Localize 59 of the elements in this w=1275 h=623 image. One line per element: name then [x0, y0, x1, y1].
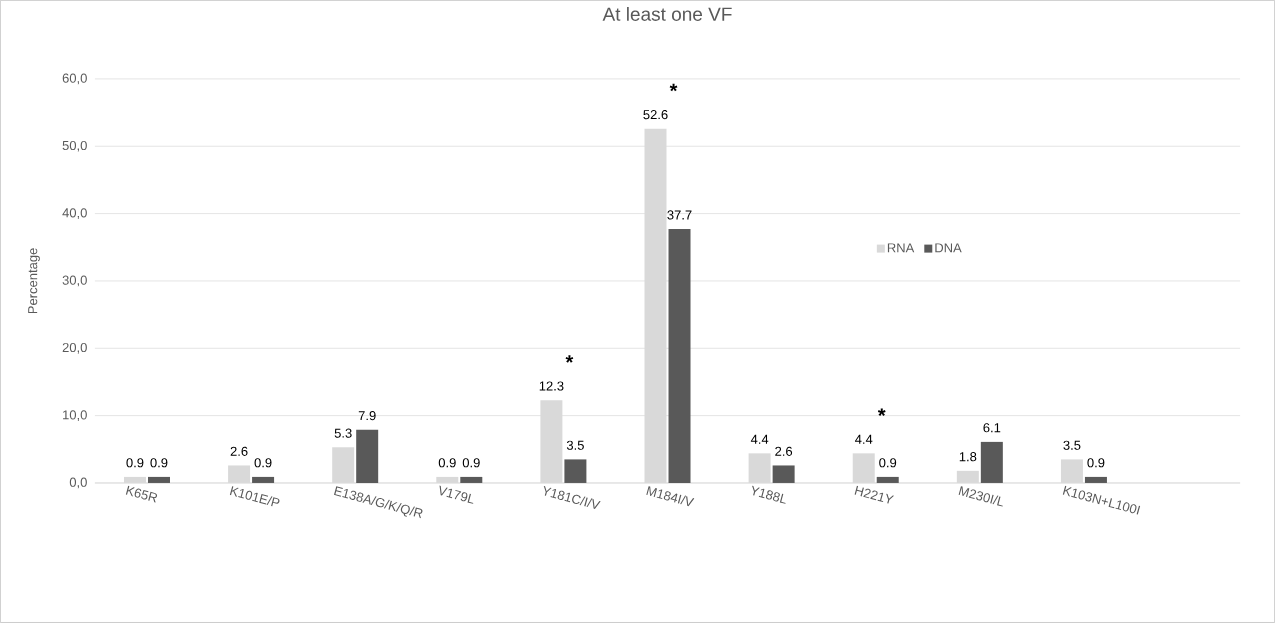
bar [668, 229, 691, 484]
data-label: 12.3 [539, 381, 564, 391]
bar [980, 441, 1003, 484]
bar [852, 453, 875, 484]
y-tick-label: 60,0 [62, 73, 87, 85]
annotation: * [565, 355, 574, 363]
data-label: 52.6 [643, 110, 668, 120]
x-tick-label: K65R [125, 485, 158, 503]
data-label: 0.9 [879, 458, 897, 468]
bar [252, 476, 275, 484]
y-tick-label: 30,0 [62, 275, 87, 287]
data-label: 4.4 [750, 434, 769, 444]
chart-title: At least one VF [602, 6, 732, 21]
data-label: 0.9 [150, 458, 168, 468]
legend-label: DNA [935, 243, 962, 253]
x-tick-label: V179L [439, 485, 474, 504]
y-tick-label: 0,0 [69, 477, 87, 489]
legend-label: RNA [887, 243, 915, 253]
y-tick-label: 10,0 [63, 410, 87, 422]
data-label: 0.9 [438, 458, 456, 468]
data-label: 7.9 [358, 411, 376, 421]
y-tick-label: 40,0 [62, 208, 87, 220]
bar [956, 470, 979, 484]
data-label: 5.3 [334, 428, 352, 438]
data-label: 0.9 [126, 458, 144, 468]
x-tick-label: K101E/P [229, 486, 280, 507]
data-label: 3.5 [566, 440, 584, 450]
bar [332, 447, 355, 484]
data-label: 0.9 [254, 458, 272, 468]
data-label: 0.9 [462, 458, 480, 468]
bar [748, 453, 771, 484]
bar [1060, 459, 1083, 484]
data-label: 4.4 [854, 434, 873, 444]
bar [1084, 476, 1107, 484]
bar [772, 465, 795, 484]
annotation: * [877, 408, 886, 416]
bar [460, 476, 483, 484]
x-tick-label: M184I/V [646, 486, 695, 507]
bar [436, 476, 459, 484]
y-axis-title: Percentage [28, 248, 40, 314]
x-tick-label: M230I/L [958, 486, 1003, 507]
data-label: 37.7 [667, 210, 692, 220]
data-label: 6.1 [983, 423, 1001, 433]
bar [228, 465, 251, 484]
bar [564, 459, 587, 484]
bar [876, 476, 899, 484]
x-tick-label: Y188L [752, 485, 786, 504]
bar [123, 476, 146, 484]
y-tick-label: 50,0 [62, 140, 87, 152]
data-label: 2.6 [775, 446, 793, 456]
bar [356, 429, 379, 484]
data-label: 3.5 [1063, 440, 1081, 450]
bar [147, 476, 170, 484]
x-tick-label: H221Y [854, 485, 895, 504]
annotation: * [669, 83, 678, 92]
y-tick-label: 20,0 [62, 342, 87, 354]
data-label: 2.6 [230, 446, 248, 456]
data-label: 0.9 [1087, 458, 1105, 468]
data-label: 1.8 [959, 452, 977, 462]
